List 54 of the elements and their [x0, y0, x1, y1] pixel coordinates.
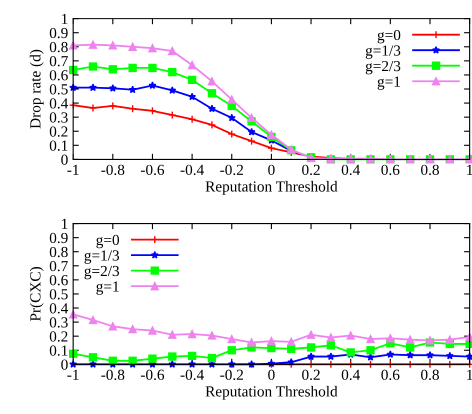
legend-label: g=0 — [96, 234, 120, 248]
x-tick-label: 0.8 — [421, 164, 439, 176]
x-tick-label: -0.2 — [220, 370, 243, 380]
y-tick-label: 0.3 — [50, 317, 68, 328]
x-tick-label: 0.6 — [381, 370, 400, 380]
y-tick-label: 0 — [61, 154, 68, 165]
y-tick-label: 0.1 — [50, 345, 68, 356]
x-axis-title: Reputation Threshold — [206, 386, 338, 400]
legend-label: g=1/3 — [366, 45, 400, 59]
x-axis-title: Reputation Threshold — [206, 180, 338, 195]
y-tick-label: 0.5 — [50, 289, 68, 300]
y-tick-label: 0 — [61, 359, 68, 370]
y-tick-label: 0.4 — [50, 98, 68, 109]
y-tick-label: 0.5 — [50, 84, 68, 95]
x-tick-label: 0.2 — [302, 370, 320, 380]
y-tick-label: 0.9 — [50, 232, 68, 244]
legend-label: g=1 — [96, 281, 119, 295]
y-tick-label: 0.8 — [50, 42, 68, 52]
y-axis-title: Drop rate (d) — [30, 50, 44, 128]
y-axis-title: Pr(CXC) — [30, 267, 44, 322]
x-tick-label: -0.4 — [180, 370, 204, 380]
x-tick-label: 0 — [268, 370, 275, 380]
y-tick-label: 0.2 — [50, 126, 68, 137]
y-tick-label: 0.1 — [50, 140, 68, 151]
y-tick-label: 0.9 — [50, 28, 68, 38]
legend-label: g=1/3 — [84, 250, 120, 264]
legend-label: g=2/3 — [84, 266, 120, 280]
legend-label: g=1 — [378, 76, 400, 90]
x-tick-label: 0 — [268, 164, 275, 176]
x-tick-label: -0.6 — [140, 164, 164, 176]
x-tick-label: -0.8 — [101, 164, 124, 176]
x-tick-label: 0.4 — [342, 164, 360, 176]
x-tick-label: -0.2 — [220, 164, 243, 176]
y-tick-label: 1 — [62, 14, 68, 24]
y-tick-label: 0.3 — [50, 112, 68, 123]
y-tick-label: 0.4 — [50, 303, 68, 314]
y-tick-label: 1 — [62, 218, 68, 229]
x-tick-label: 0.4 — [342, 370, 360, 380]
x-tick-label: -0.4 — [180, 164, 204, 176]
x-tick-label: -1 — [67, 164, 79, 175]
x-tick-label: 0.6 — [381, 164, 400, 176]
y-tick-label: 0.7 — [50, 260, 68, 272]
x-tick-label: -1 — [67, 370, 79, 380]
x-tick-label: -0.8 — [101, 370, 124, 380]
legend-label: g=2/3 — [366, 60, 400, 74]
x-tick-label: -0.6 — [140, 370, 164, 380]
x-tick-label: 0.8 — [421, 370, 439, 380]
x-tick-label: 0.2 — [302, 164, 320, 176]
y-tick-label: 0.6 — [50, 275, 68, 286]
y-tick-label: 0.8 — [50, 246, 68, 258]
legend-label: g=0 — [378, 30, 400, 44]
y-tick-label: 0.7 — [50, 56, 68, 66]
y-tick-label: 0.6 — [50, 70, 68, 80]
y-tick-label: 0.2 — [50, 331, 68, 342]
